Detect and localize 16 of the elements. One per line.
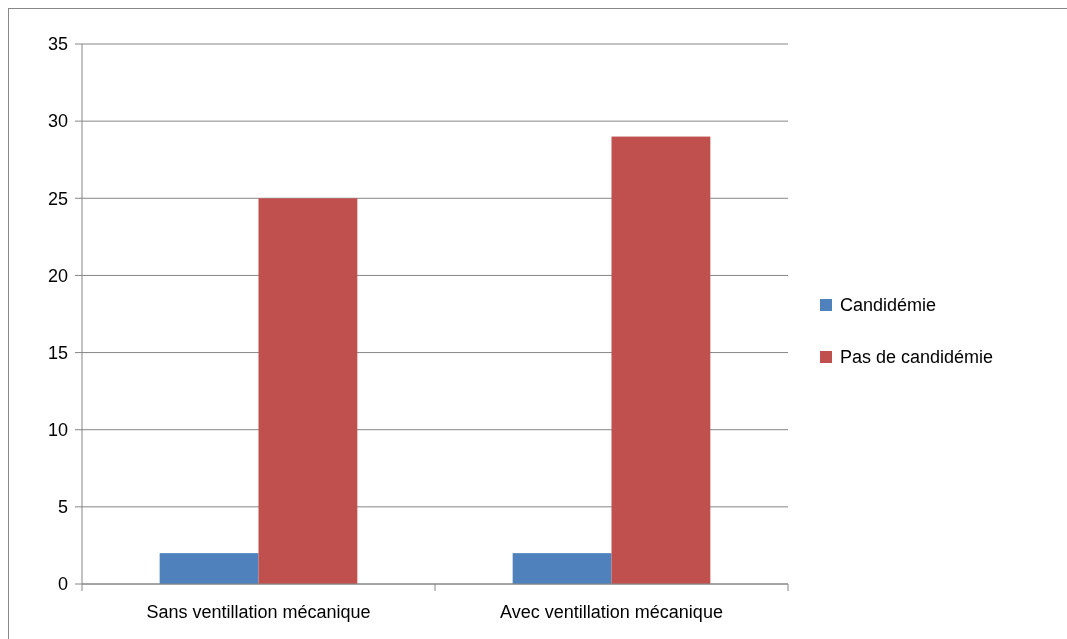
bar xyxy=(159,553,259,584)
y-tick-label: 15 xyxy=(47,342,68,363)
y-tick-label: 20 xyxy=(47,265,68,286)
x-tick-label: Avec ventillation mécanique xyxy=(500,602,723,622)
y-tick-label: 30 xyxy=(47,111,68,132)
y-tick-label: 10 xyxy=(47,420,68,441)
y-tick-label: 25 xyxy=(47,188,68,209)
bar xyxy=(512,553,612,584)
bar xyxy=(611,136,711,584)
y-tick-label: 35 xyxy=(47,34,68,55)
y-tick-label: 5 xyxy=(57,497,68,518)
legend-label: Candidémie xyxy=(840,295,937,316)
legend-label: Pas de candidémie xyxy=(840,347,994,368)
x-tick-label: Sans ventillation mécanique xyxy=(146,602,371,622)
y-tick-label: 0 xyxy=(57,574,68,595)
bar xyxy=(258,198,358,584)
